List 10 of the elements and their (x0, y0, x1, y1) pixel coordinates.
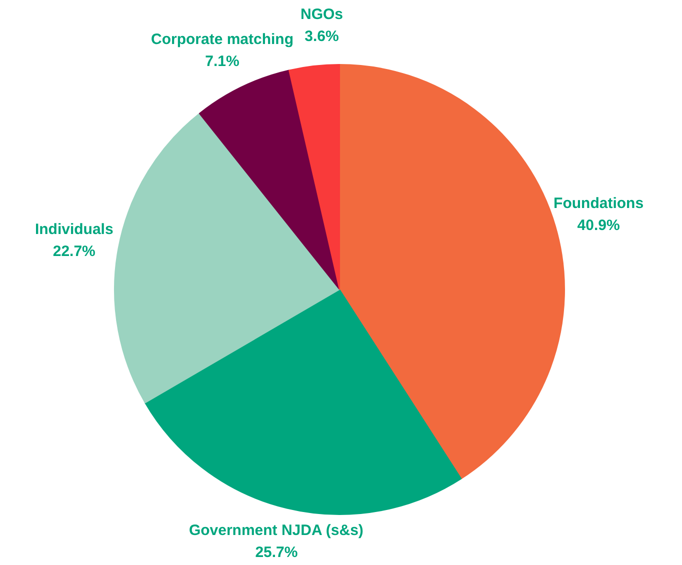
data-label: 3.6% (304, 28, 339, 46)
data-label: 7.1% (205, 52, 240, 70)
slice-label: Foundations (554, 195, 644, 212)
slice-label: Government NJDA (s&s) (188, 522, 364, 539)
data-label: 40.9% (577, 217, 620, 234)
slice-label: Corporate matching (150, 30, 294, 48)
data-label: 25.7% (255, 544, 298, 562)
slice-label: Individuals (34, 221, 114, 238)
data-label: 22.7% (52, 243, 96, 260)
slice-label: NGOs (300, 6, 344, 24)
